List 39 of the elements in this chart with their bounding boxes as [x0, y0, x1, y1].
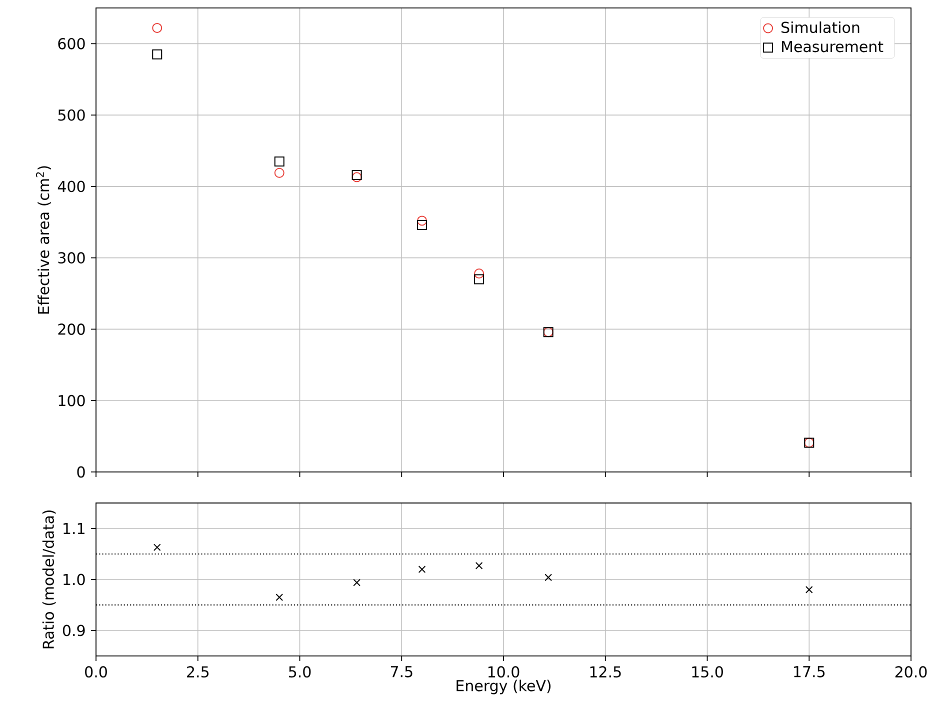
legend-label: Measurement — [782, 41, 884, 52]
x-tick-label: 10.0 — [488, 666, 520, 678]
x-tick-label: 17.5 — [794, 666, 825, 678]
point — [152, 49, 162, 60]
x-tick-label: 12.5 — [590, 666, 621, 678]
y-tick-label: 0 — [77, 466, 85, 478]
y-axis-title: Effective area (cm$^{2}$) — [36, 166, 51, 314]
point — [805, 586, 813, 594]
y-tick-label: 1.1 — [64, 523, 84, 534]
point — [417, 220, 428, 230]
point — [276, 594, 284, 602]
y-tick-label: 400 — [58, 180, 85, 192]
point — [474, 274, 484, 284]
y-tick-label: 200 — [58, 324, 85, 335]
y-tick-label: 600 — [58, 38, 85, 50]
point — [474, 268, 484, 279]
x-tick-label: 7.5 — [390, 666, 412, 678]
point — [418, 566, 426, 573]
point — [274, 168, 284, 178]
point — [152, 22, 162, 33]
point — [417, 216, 428, 226]
point — [544, 574, 552, 582]
x-tick-label: 2.5 — [187, 666, 208, 678]
y-tick-label: 300 — [58, 252, 85, 264]
y-tick-label: 0.9 — [62, 624, 85, 636]
y-tick-label: 500 — [58, 109, 85, 121]
y-tick-label: 100 — [58, 394, 85, 406]
point — [274, 156, 284, 166]
x-axis-title: Energy (keV) — [456, 680, 551, 694]
x-tick-label: 20.0 — [895, 666, 927, 678]
point — [153, 544, 161, 552]
point — [353, 578, 360, 586]
point — [475, 562, 483, 570]
x-tick-label: 0.0 — [85, 666, 107, 678]
y-tick-label: 1.0 — [64, 574, 85, 586]
legend-label: Simulation — [782, 21, 860, 34]
x-tick-label: 15.0 — [692, 666, 723, 678]
y-axis-title: Ratio (model/data) — [42, 510, 56, 648]
x-tick-label: 5.0 — [288, 666, 311, 678]
